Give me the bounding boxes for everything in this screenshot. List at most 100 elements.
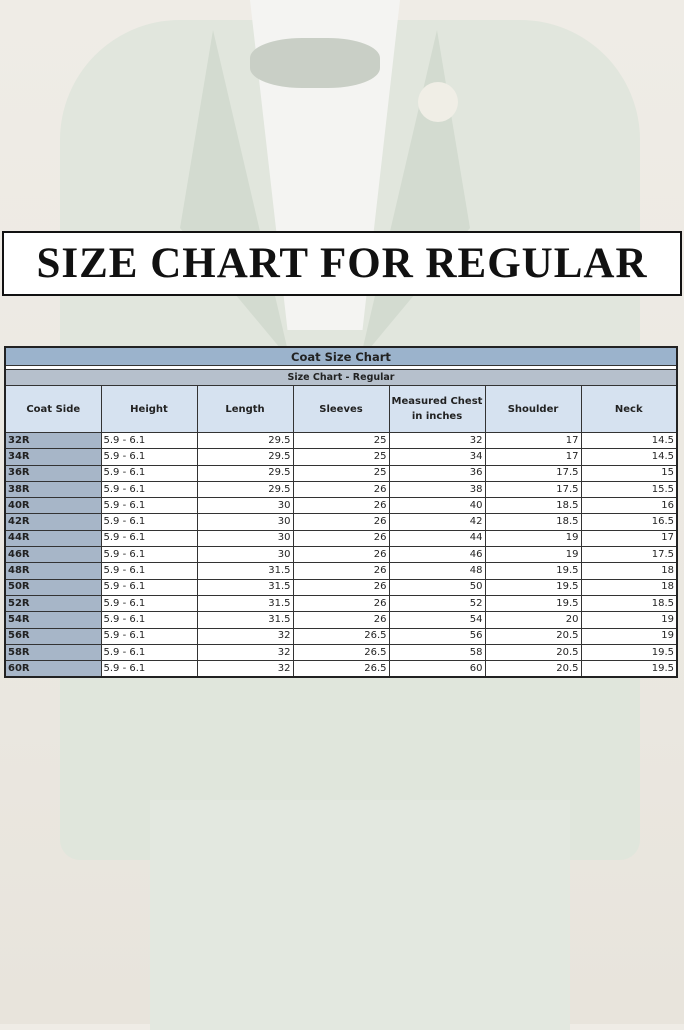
size-cell: 48R <box>4 562 102 580</box>
table-cell: 26 <box>292 546 390 564</box>
table-cell: 60 <box>388 660 486 678</box>
table-cell: 29.5 <box>196 464 294 482</box>
table-cell: 58 <box>388 643 486 662</box>
table-cell: 20.5 <box>484 627 582 645</box>
table-cell: 42 <box>388 513 486 531</box>
table-cell: 5.9 - 6.1 <box>100 546 198 564</box>
table-cell: 18.5 <box>484 497 582 515</box>
size-cell: 32R <box>4 431 102 450</box>
table-cell: 18 <box>580 578 678 596</box>
table-cell: 40 <box>388 497 486 515</box>
size-cell: 42R <box>4 513 102 531</box>
table-cell: 5.9 - 6.1 <box>100 513 198 531</box>
table-row: 54R 5.9 - 6.1 31.5 26 54 20 19 <box>4 611 678 629</box>
size-cell: 58R <box>4 643 102 662</box>
table-row: 52R 5.9 - 6.1 31.5 26 52 19.5 18.5 <box>4 594 678 613</box>
table-cell: 36 <box>388 464 486 482</box>
table-row: 50R 5.9 - 6.1 31.5 26 50 19.5 18 <box>4 578 678 596</box>
table-cell: 52 <box>388 594 486 613</box>
table-body: 32R 5.9 - 6.1 29.5 25 32 17 14.5 34R 5.9 - 6.1 29… <box>4 431 678 678</box>
table-cell: 25 <box>292 464 390 482</box>
table-row: 44R 5.9 - 6.1 30 26 44 19 17 <box>4 529 678 548</box>
size-cell: 50R <box>4 578 102 596</box>
table-cell: 25 <box>292 431 390 450</box>
background-boutonniere <box>418 82 458 122</box>
table-cell: 5.9 - 6.1 <box>100 643 198 662</box>
table-cell: 30 <box>196 513 294 531</box>
column-header: Coat Side <box>4 385 102 433</box>
column-headers: Coat Side Height Length Sleeves Measured… <box>4 385 678 433</box>
table-row: 48R 5.9 - 6.1 31.5 26 48 19.5 18 <box>4 562 678 580</box>
column-header: Height <box>100 385 198 433</box>
table-cell: 20 <box>484 611 582 629</box>
table-cell: 5.9 - 6.1 <box>100 627 198 645</box>
table-cell: 19.5 <box>484 578 582 596</box>
table-cell: 26 <box>292 480 390 499</box>
table-cell: 19.5 <box>484 594 582 613</box>
size-cell: 60R <box>4 660 102 678</box>
table-cell: 17 <box>484 448 582 466</box>
column-header: Shoulder <box>484 385 582 433</box>
table-cell: 26 <box>292 529 390 548</box>
table-cell: 32 <box>196 660 294 678</box>
table-cell: 18.5 <box>484 513 582 531</box>
table-cell: 5.9 - 6.1 <box>100 464 198 482</box>
table-cell: 20.5 <box>484 660 582 678</box>
column-header: Neck <box>580 385 678 433</box>
table-cell: 17.5 <box>484 464 582 482</box>
table-cell: 5.9 - 6.1 <box>100 529 198 548</box>
size-chart-table: Coat Size Chart Size Chart - Regular Coa… <box>4 346 678 679</box>
table-cell: 26.5 <box>292 627 390 645</box>
table-cell: 29.5 <box>196 480 294 499</box>
table-row: 42R 5.9 - 6.1 30 26 42 18.5 16.5 <box>4 513 678 531</box>
table-cell: 5.9 - 6.1 <box>100 448 198 466</box>
table-cell: 34 <box>388 448 486 466</box>
page-title: SIZE CHART FOR REGULAR <box>36 240 648 287</box>
table-title: Coat Size Chart <box>4 346 678 366</box>
table-cell: 19 <box>580 611 678 629</box>
column-header: Measured Chest in inches <box>388 385 486 433</box>
table-cell: 50 <box>388 578 486 596</box>
table-cell: 30 <box>196 546 294 564</box>
table-cell: 18 <box>580 562 678 580</box>
table-cell: 46 <box>388 546 486 564</box>
table-cell: 17 <box>580 529 678 548</box>
table-cell: 14.5 <box>580 431 678 450</box>
column-header: Sleeves <box>292 385 390 433</box>
table-cell: 31.5 <box>196 594 294 613</box>
table-cell: 26 <box>292 497 390 515</box>
table-cell: 29.5 <box>196 448 294 466</box>
size-cell: 56R <box>4 627 102 645</box>
table-cell: 30 <box>196 529 294 548</box>
size-cell: 40R <box>4 497 102 515</box>
table-cell: 14.5 <box>580 448 678 466</box>
table-cell: 20.5 <box>484 643 582 662</box>
table-cell: 17 <box>484 431 582 450</box>
table-row: 58R 5.9 - 6.1 32 26.5 58 20.5 19.5 <box>4 643 678 662</box>
table-cell: 16 <box>580 497 678 515</box>
table-cell: 32 <box>196 627 294 645</box>
table-cell: 17.5 <box>580 546 678 564</box>
table-cell: 5.9 - 6.1 <box>100 660 198 678</box>
table-cell: 5.9 - 6.1 <box>100 431 198 450</box>
column-header: Length <box>196 385 294 433</box>
table-cell: 31.5 <box>196 611 294 629</box>
table-cell: 29.5 <box>196 431 294 450</box>
table-cell: 19.5 <box>580 643 678 662</box>
table-cell: 26 <box>292 578 390 596</box>
table-cell: 30 <box>196 497 294 515</box>
table-cell: 32 <box>388 431 486 450</box>
table-cell: 19 <box>484 546 582 564</box>
table-row: 38R 5.9 - 6.1 29.5 26 38 17.5 15.5 <box>4 480 678 499</box>
table-cell: 26 <box>292 513 390 531</box>
table-row: 56R 5.9 - 6.1 32 26.5 56 20.5 19 <box>4 627 678 645</box>
table-cell: 19 <box>580 627 678 645</box>
size-cell: 46R <box>4 546 102 564</box>
table-cell: 26 <box>292 562 390 580</box>
table-cell: 17.5 <box>484 480 582 499</box>
background-bow-tie <box>250 38 380 88</box>
table-cell: 48 <box>388 562 486 580</box>
table-cell: 25 <box>292 448 390 466</box>
size-cell: 52R <box>4 594 102 613</box>
size-cell: 36R <box>4 464 102 482</box>
